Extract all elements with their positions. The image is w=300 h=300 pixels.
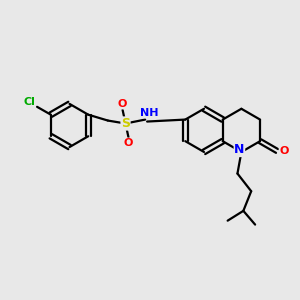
Text: Cl: Cl (23, 97, 35, 107)
Text: NH: NH (140, 108, 158, 118)
Text: O: O (279, 146, 289, 156)
Text: O: O (118, 99, 127, 109)
Text: O: O (124, 138, 133, 148)
Text: S: S (121, 117, 130, 130)
Text: N: N (234, 143, 244, 157)
